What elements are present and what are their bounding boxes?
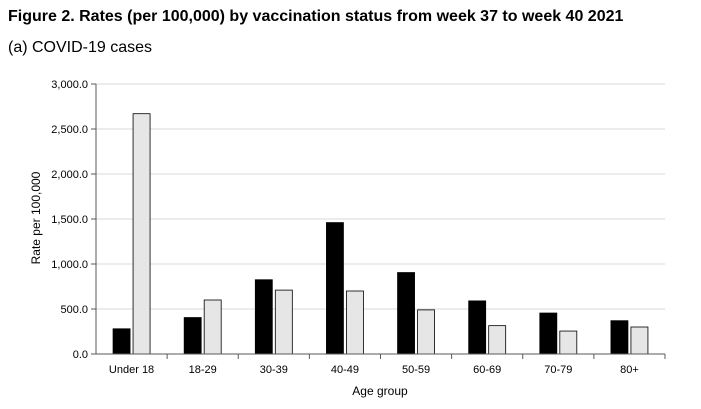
bar-series-1 <box>112 328 131 355</box>
y-tick-label: 1,500.0 <box>51 214 88 226</box>
bar-series-2 <box>559 330 578 355</box>
bar-series-1 <box>397 272 415 355</box>
x-tick-labels: Under 18 18-29 30-39 40-49 50-59 60-69 70-79 80… <box>109 364 639 376</box>
x-tick-label: 40-49 <box>331 364 359 376</box>
x-tick-label: 30-39 <box>260 364 288 376</box>
bar-series-1 <box>183 317 202 355</box>
y-tick-label: 2,000.0 <box>51 169 88 181</box>
figure-title: Figure 2. Rates (per 100,000) by vaccina… <box>8 8 624 25</box>
x-tick-label: 60-69 <box>473 364 501 376</box>
bar-series-2 <box>132 113 151 355</box>
x-tick-label: 50-59 <box>402 364 430 376</box>
x-tick-label: 80+ <box>620 364 639 376</box>
bar-series-1 <box>539 312 558 355</box>
x-tick-label: Under 18 <box>109 364 154 376</box>
bar-series-1 <box>254 279 273 355</box>
y-tick-label: 2,500.0 <box>51 124 88 136</box>
y-tick-label: 500.0 <box>60 304 88 316</box>
figure-subtitle: (a) COVID-19 cases <box>8 39 153 56</box>
y-tick-label: 3,000.0 <box>51 79 88 91</box>
bar-series-2 <box>417 309 435 355</box>
bars <box>112 113 649 355</box>
x-axis-label: Age group <box>352 384 408 398</box>
gridlines <box>96 83 665 310</box>
y-tick-labels: 0.0 500.0 1,000.0 1,500.0 2,000.0 2,500.0 3,00… <box>51 79 88 361</box>
bar-series-2 <box>274 289 293 355</box>
y-axis-label: Rate per 100,000 <box>29 171 43 264</box>
bar-series-2 <box>346 290 364 355</box>
bar-series-1 <box>326 222 344 355</box>
bar-series-2 <box>203 299 222 355</box>
axes <box>91 83 666 359</box>
y-tick-label: 0.0 <box>73 349 88 361</box>
bar-series-2 <box>630 326 649 355</box>
y-tick-label: 1,000.0 <box>51 259 88 271</box>
bar-series-2 <box>488 325 507 355</box>
bar-series-1 <box>610 320 629 355</box>
bar-series-1 <box>468 300 487 355</box>
x-tick-label: 18-29 <box>189 364 217 376</box>
x-tick-label: 70-79 <box>544 364 572 376</box>
